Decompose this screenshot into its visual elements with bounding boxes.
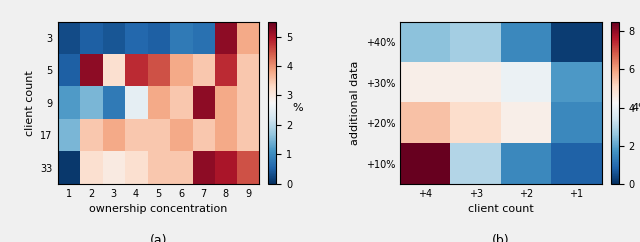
X-axis label: ownership concentration: ownership concentration <box>90 204 228 214</box>
Y-axis label: 4%: 4% <box>632 103 640 113</box>
Y-axis label: %: % <box>292 103 303 113</box>
X-axis label: client count: client count <box>468 204 534 214</box>
Y-axis label: additional data: additional data <box>350 61 360 145</box>
Title: (b): (b) <box>492 234 509 242</box>
Y-axis label: client count: client count <box>25 70 35 136</box>
Title: (a): (a) <box>150 234 167 242</box>
